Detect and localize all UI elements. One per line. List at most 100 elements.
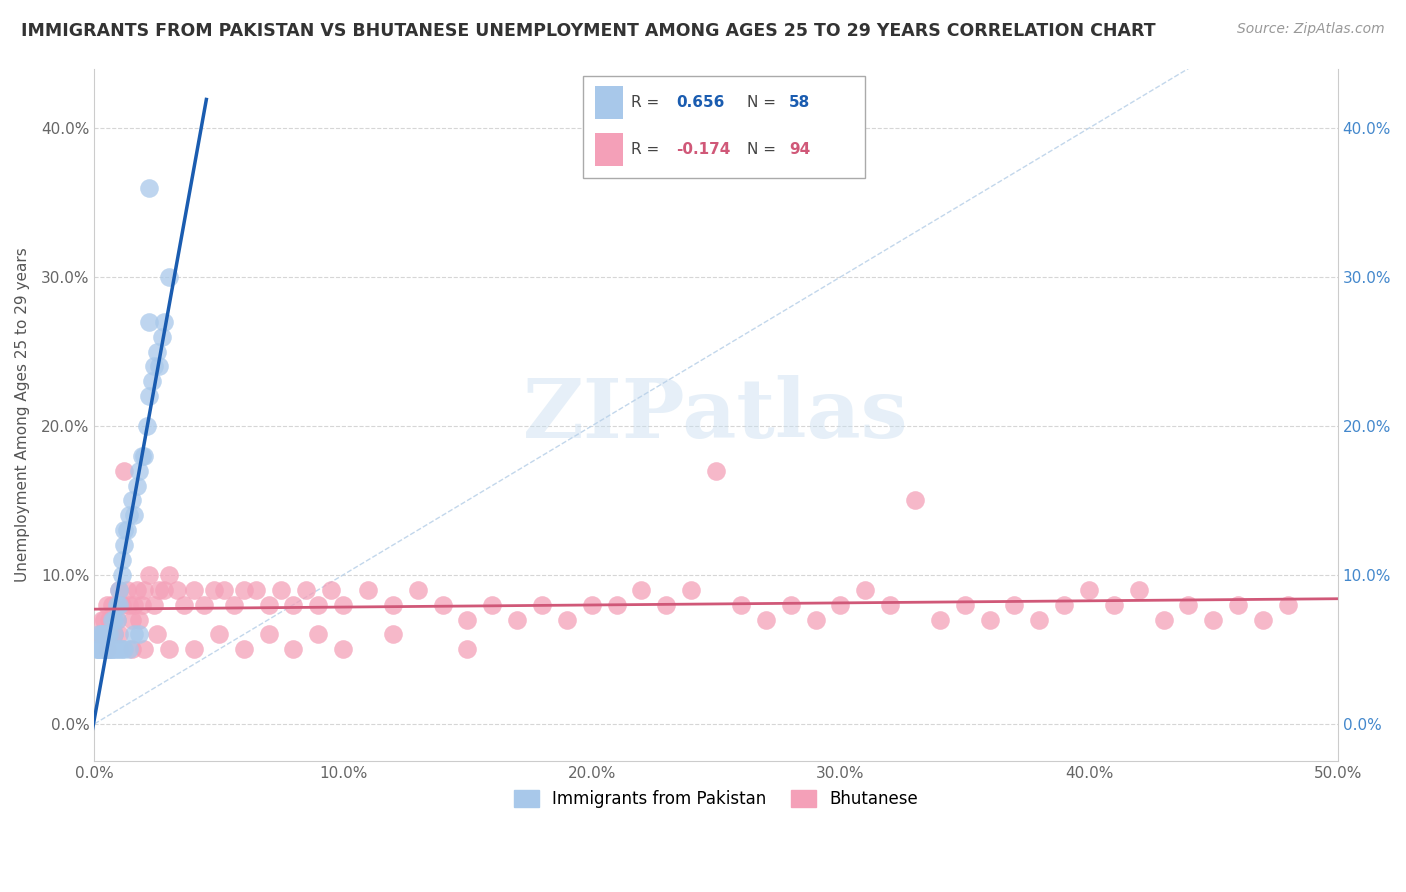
Text: IMMIGRANTS FROM PAKISTAN VS BHUTANESE UNEMPLOYMENT AMONG AGES 25 TO 29 YEARS COR: IMMIGRANTS FROM PAKISTAN VS BHUTANESE UN…: [21, 22, 1156, 40]
Point: [89, 627, 111, 641]
Point: [138, 568, 160, 582]
Point: [108, 642, 131, 657]
Point: [979, 613, 1001, 627]
Text: Source: ZipAtlas.com: Source: ZipAtlas.com: [1237, 22, 1385, 37]
Point: [90, 613, 112, 627]
Point: [101, 642, 124, 657]
Point: [173, 598, 195, 612]
Point: [755, 613, 778, 627]
Point: [1277, 598, 1299, 612]
Point: [456, 613, 478, 627]
Point: [193, 598, 215, 612]
Point: [121, 493, 143, 508]
Point: [128, 464, 150, 478]
Point: [153, 582, 176, 597]
Point: [150, 329, 173, 343]
Point: [332, 598, 354, 612]
Point: [606, 598, 628, 612]
Point: [222, 598, 245, 612]
Point: [830, 598, 852, 612]
Point: [93, 642, 115, 657]
Point: [108, 598, 131, 612]
Point: [112, 523, 135, 537]
Point: [135, 419, 157, 434]
Point: [131, 598, 153, 612]
Point: [138, 180, 160, 194]
Point: [108, 582, 131, 597]
Point: [381, 598, 404, 612]
Point: [555, 613, 578, 627]
Text: R =: R =: [631, 142, 665, 157]
Text: -0.174: -0.174: [676, 142, 731, 157]
Point: [128, 613, 150, 627]
Point: [98, 642, 121, 657]
Y-axis label: Unemployment Among Ages 25 to 29 years: Unemployment Among Ages 25 to 29 years: [15, 247, 30, 582]
Text: N =: N =: [747, 142, 780, 157]
Point: [357, 582, 380, 597]
Text: N =: N =: [747, 95, 780, 110]
Point: [953, 598, 976, 612]
Point: [153, 315, 176, 329]
Point: [134, 449, 156, 463]
Text: 58: 58: [789, 95, 810, 110]
FancyBboxPatch shape: [595, 133, 623, 166]
Point: [1002, 598, 1025, 612]
Point: [122, 508, 145, 523]
Text: R =: R =: [631, 95, 665, 110]
Point: [89, 627, 111, 641]
Point: [131, 449, 153, 463]
Point: [1202, 613, 1225, 627]
Point: [111, 553, 134, 567]
Point: [1153, 613, 1175, 627]
Point: [86, 642, 108, 657]
Point: [93, 613, 115, 627]
Point: [96, 598, 118, 612]
Point: [381, 627, 404, 641]
Point: [166, 582, 188, 597]
Point: [1128, 582, 1150, 597]
Point: [432, 598, 454, 612]
Point: [125, 582, 148, 597]
Point: [86, 642, 108, 657]
Point: [779, 598, 801, 612]
Point: [157, 568, 180, 582]
Point: [105, 642, 128, 657]
Text: ZIPatlas: ZIPatlas: [523, 375, 908, 455]
Point: [112, 464, 135, 478]
Point: [1177, 598, 1199, 612]
Point: [122, 598, 145, 612]
Point: [145, 627, 167, 641]
Point: [704, 464, 727, 478]
Point: [103, 627, 125, 641]
Point: [730, 598, 752, 612]
Point: [96, 642, 118, 657]
Point: [655, 598, 678, 612]
Point: [406, 582, 429, 597]
Point: [111, 642, 134, 657]
Point: [530, 598, 553, 612]
Point: [212, 582, 235, 597]
Point: [98, 642, 121, 657]
Point: [148, 359, 170, 374]
Point: [630, 582, 652, 597]
Point: [90, 642, 112, 657]
Point: [115, 582, 138, 597]
Text: 94: 94: [789, 142, 810, 157]
Point: [506, 613, 529, 627]
Point: [319, 582, 342, 597]
Point: [98, 627, 121, 641]
Point: [138, 389, 160, 403]
Point: [143, 598, 166, 612]
Point: [125, 478, 148, 492]
Point: [89, 642, 111, 657]
Point: [118, 508, 141, 523]
Point: [1053, 598, 1076, 612]
Point: [101, 598, 124, 612]
Point: [118, 598, 141, 612]
Point: [1102, 598, 1125, 612]
Point: [232, 582, 254, 597]
Point: [96, 627, 118, 641]
Point: [118, 642, 141, 657]
Point: [101, 613, 124, 627]
Point: [257, 627, 280, 641]
